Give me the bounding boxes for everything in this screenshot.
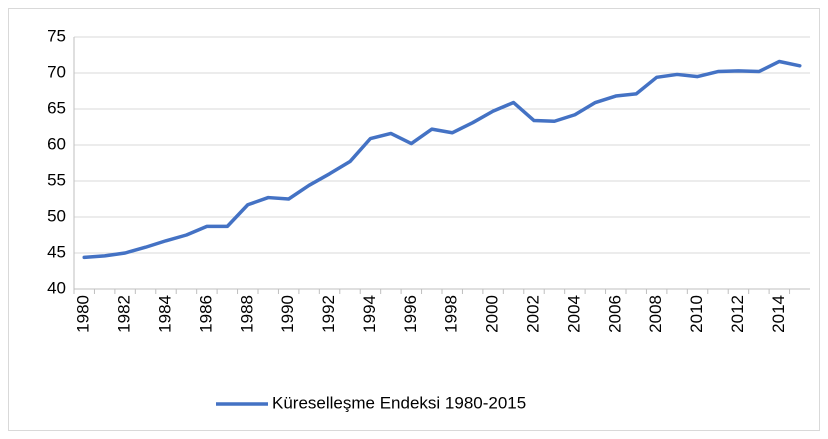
x-tick-label: 2004: [564, 295, 583, 333]
x-tick-label: 2006: [605, 295, 624, 333]
y-tick-label: 50: [47, 206, 66, 225]
x-tick-label: 1982: [115, 295, 134, 333]
x-tick-label: 1984: [155, 295, 174, 333]
x-tick-label: 2010: [687, 295, 706, 333]
y-tick-label: 40: [47, 278, 66, 297]
x-tick-label: 2012: [728, 295, 747, 333]
y-tick-label: 75: [47, 26, 66, 45]
x-tick-label: 1994: [360, 295, 379, 333]
x-tick-label: 1990: [278, 295, 297, 333]
x-tick-label: 1992: [319, 295, 338, 333]
legend-label: Küreselleşme Endeksi 1980-2015: [272, 393, 526, 412]
x-tick-label: 2008: [646, 295, 665, 333]
x-tick-label: 1988: [237, 295, 256, 333]
chart-border: [8, 8, 820, 431]
y-tick-label: 45: [47, 242, 66, 261]
y-tick-label: 65: [47, 98, 66, 117]
x-tick-label: 2014: [769, 295, 788, 333]
y-tick-label: 55: [47, 170, 66, 189]
x-tick-label: 2002: [523, 295, 542, 333]
x-tick-label: 2000: [483, 295, 502, 333]
x-tick-label: 1998: [442, 295, 461, 333]
y-tick-label: 60: [47, 134, 66, 153]
x-tick-label: 1996: [401, 295, 420, 333]
x-tick-label: 1980: [74, 295, 93, 333]
y-tick-label: 70: [47, 62, 66, 81]
data-line: [82, 59, 802, 260]
x-tick-label: 1986: [196, 295, 215, 333]
